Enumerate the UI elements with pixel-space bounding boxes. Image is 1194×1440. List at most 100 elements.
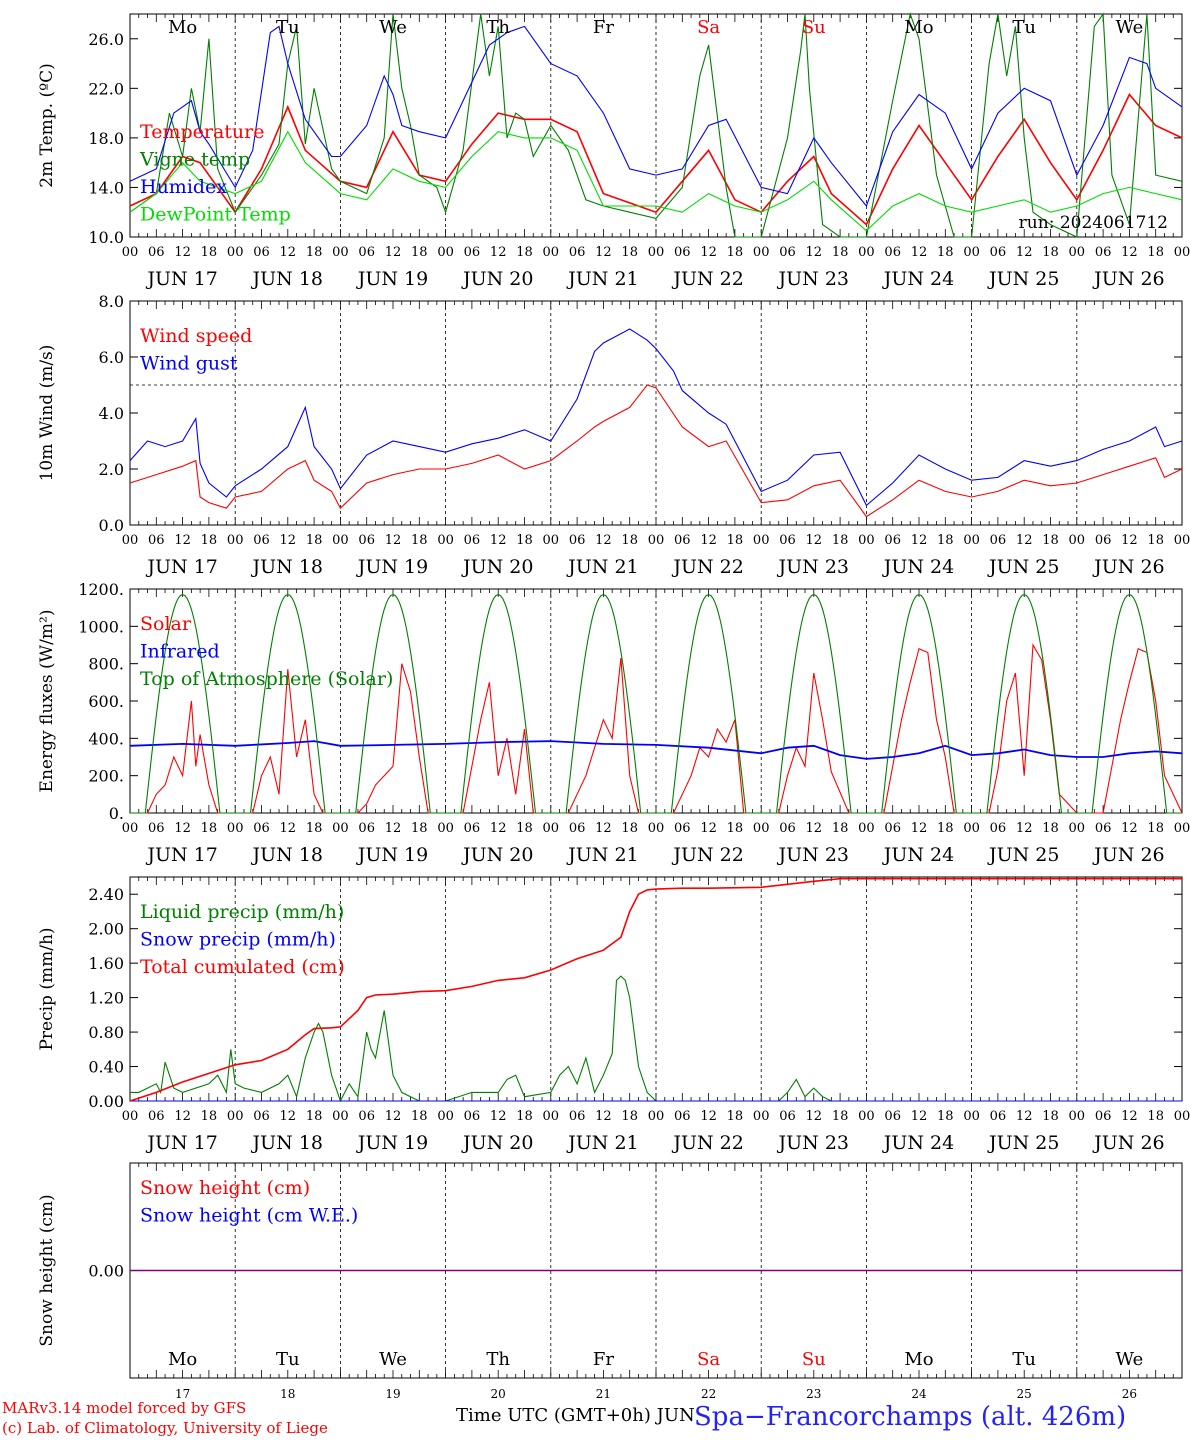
wind-hour-label: 18 xyxy=(411,533,428,548)
wind-series-line xyxy=(129,328,1183,507)
precip-hour-label: 12 xyxy=(595,1109,612,1124)
wind-legend-entry: Wind speed xyxy=(140,325,252,347)
wind-hour-label: 18 xyxy=(937,533,954,548)
precip-hour-label: 06 xyxy=(990,1109,1007,1124)
precip-hour-label: 00 xyxy=(122,1109,139,1124)
energy-ytick-label: 800. xyxy=(88,655,124,674)
wind-date-label: JUN 21 xyxy=(566,556,638,578)
temp-date-label: JUN 23 xyxy=(777,268,849,290)
energy-date-label: JUN 24 xyxy=(882,844,954,866)
wind-hour-label: 06 xyxy=(990,533,1007,548)
day-number-label: 23 xyxy=(806,1387,821,1401)
energy-ytick-label: 600. xyxy=(88,692,124,711)
wind-hour-label: 06 xyxy=(253,533,270,548)
precip-legend-entry: Liquid precip (mm/h) xyxy=(140,901,344,923)
temp-legend-entry: DewPoint Temp xyxy=(140,204,291,226)
day-number-label: 22 xyxy=(701,1387,716,1401)
wind-hour-label: 12 xyxy=(806,533,823,548)
energy-date-label: JUN 20 xyxy=(461,844,533,866)
precip-ylabel: Precip (mm/h) xyxy=(37,927,57,1050)
precip-hour-label: 12 xyxy=(1016,1109,1033,1124)
energy-hour-label: 06 xyxy=(569,821,586,836)
precip-date-label: JUN 23 xyxy=(777,1132,849,1154)
energy-hour-label: 00 xyxy=(963,821,980,836)
precip-hour-label: 18 xyxy=(1042,1109,1059,1124)
wind-ytick-label: 6.0 xyxy=(99,348,124,367)
wind-date-label: JUN 17 xyxy=(145,556,217,578)
temp-hour-label: 00 xyxy=(648,245,665,260)
precip-ytick-label: 1.60 xyxy=(88,954,124,973)
wind-hour-label: 06 xyxy=(148,533,165,548)
precip-ytick-label: 2.00 xyxy=(88,920,124,939)
precip-hour-label: 00 xyxy=(1174,1109,1191,1124)
temp-date-label: JUN 24 xyxy=(882,268,954,290)
wind-hour-label: 00 xyxy=(963,533,980,548)
wind-hour-label: 12 xyxy=(490,533,507,548)
wind-hour-label: 00 xyxy=(543,533,560,548)
wind-ytick-label: 4.0 xyxy=(99,404,124,423)
precip-ytick-label: 2.40 xyxy=(88,885,124,904)
precip-ytick-label: 0.40 xyxy=(88,1058,124,1077)
weekday-label: Fr xyxy=(593,17,614,38)
temp-series-line xyxy=(129,130,1183,232)
energy-hour-label: 12 xyxy=(280,821,297,836)
weekday-label-bottom: Mo xyxy=(168,1349,197,1370)
wind-ytick-label: 8.0 xyxy=(99,292,124,311)
energy-hour-label: 00 xyxy=(648,821,665,836)
weekday-label-bottom: We xyxy=(1116,1349,1144,1370)
energy-legend-entry: Solar xyxy=(140,613,192,635)
day-number-label: 25 xyxy=(1017,1387,1032,1401)
temp-hour-label: 06 xyxy=(779,245,796,260)
day-number-label: 24 xyxy=(911,1387,927,1401)
temp-date-label: JUN 20 xyxy=(461,268,533,290)
precip-hour-label: 00 xyxy=(332,1109,349,1124)
wind-hour-label: 00 xyxy=(122,533,139,548)
energy-ytick-label: 400. xyxy=(88,729,124,748)
energy-hour-label: 00 xyxy=(858,821,875,836)
energy-hour-label: 18 xyxy=(937,821,954,836)
precip-hour-label: 12 xyxy=(174,1109,191,1124)
weekday-label: Tu xyxy=(1012,17,1036,38)
energy-hour-label: 06 xyxy=(884,821,901,836)
energy-hour-label: 12 xyxy=(700,821,717,836)
energy-hour-label: 18 xyxy=(516,821,533,836)
wind-frame xyxy=(129,300,1183,526)
energy-date-label: JUN 23 xyxy=(777,844,849,866)
day-number-label: 17 xyxy=(175,1387,190,1401)
precip-hour-label: 18 xyxy=(1147,1109,1164,1124)
weekday-label: Mo xyxy=(904,17,933,38)
temp-hour-label: 18 xyxy=(1042,245,1059,260)
weekday-label: Mo xyxy=(168,17,197,38)
temp-date-label: JUN 21 xyxy=(566,268,638,290)
wind-date-label: JUN 25 xyxy=(987,556,1059,578)
weekday-label-bottom: Su xyxy=(802,1349,826,1370)
wind-hour-label: 00 xyxy=(1174,533,1191,548)
wind-date-label: JUN 19 xyxy=(356,556,428,578)
precip-ytick-label: 0.00 xyxy=(88,1092,124,1111)
energy-ytick-label: 200. xyxy=(88,767,124,786)
energy-hour-label: 12 xyxy=(385,821,402,836)
weekday-label-bottom: Fr xyxy=(593,1349,614,1370)
temp-ytick-label: 10.0 xyxy=(88,228,124,247)
wind-hour-label: 12 xyxy=(280,533,297,548)
wind-date-label: JUN 26 xyxy=(1092,556,1164,578)
wind-hour-label: 12 xyxy=(1016,533,1033,548)
energy-hour-label: 12 xyxy=(806,821,823,836)
temp-hour-label: 18 xyxy=(201,245,218,260)
wind-hour-label: 00 xyxy=(437,533,454,548)
energy-frame xyxy=(129,588,1183,814)
wind-hour-label: 18 xyxy=(727,533,744,548)
energy-ytick-label: 1200. xyxy=(78,580,124,599)
energy-legend-entry: Top of Atmosphere (Solar) xyxy=(140,668,393,690)
energy-series-line xyxy=(130,643,1183,814)
temp-hour-label: 06 xyxy=(148,245,165,260)
precip-hour-label: 12 xyxy=(490,1109,507,1124)
temp-ytick-label: 26.0 xyxy=(88,30,124,49)
energy-hour-label: 06 xyxy=(253,821,270,836)
temp-hour-label: 18 xyxy=(516,245,533,260)
wind-legend-entry: Wind gust xyxy=(140,353,238,375)
wind-hour-label: 06 xyxy=(1095,533,1112,548)
precip-hour-label: 06 xyxy=(148,1109,165,1124)
temp-hour-label: 06 xyxy=(1095,245,1112,260)
